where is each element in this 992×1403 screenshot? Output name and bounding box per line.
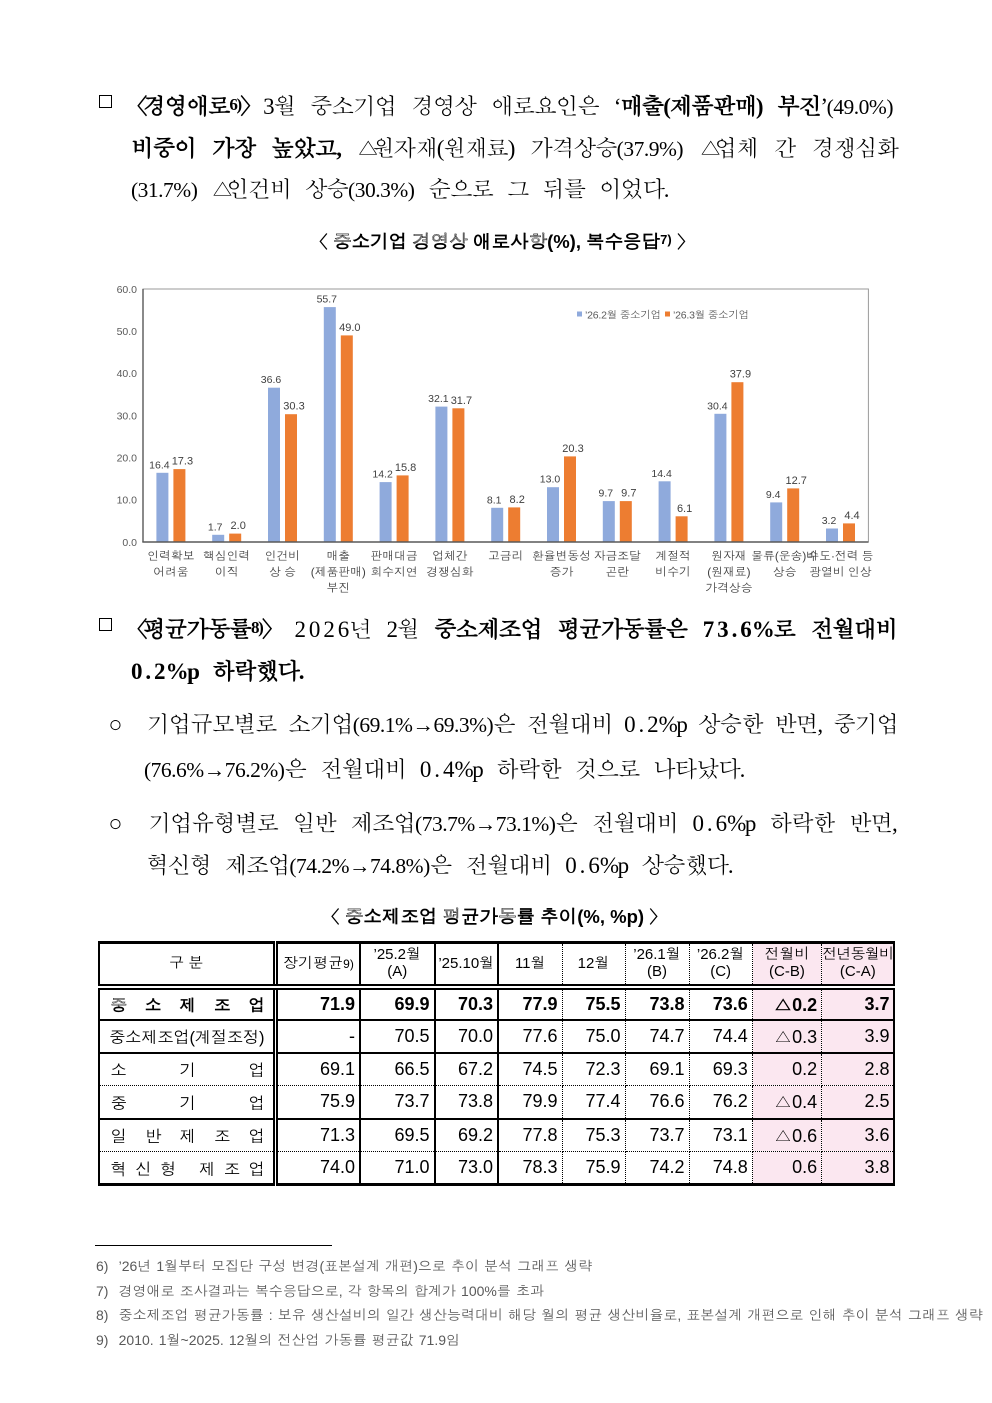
svg-text:0.0: 0.0 <box>122 537 137 549</box>
svg-text:자금조달: 자금조달 <box>594 549 641 563</box>
svg-text:’26.2월 중소기업: ’26.2월 중소기업 <box>585 310 661 322</box>
svg-text:55.7: 55.7 <box>317 294 338 306</box>
svg-text:10.0: 10.0 <box>117 495 138 507</box>
svg-text:곤란: 곤란 <box>606 565 630 579</box>
svg-text:(원재료): (원재료) <box>707 565 750 579</box>
svg-text:8.1: 8.1 <box>487 494 502 506</box>
svg-text:광열비 인상: 광열비 인상 <box>809 565 871 579</box>
svg-text:12.7: 12.7 <box>785 475 806 487</box>
svg-text:인력확보: 인력확보 <box>147 549 194 563</box>
svg-text:20.3: 20.3 <box>562 443 583 455</box>
svg-text:상승: 상승 <box>773 565 797 579</box>
svg-text:16.4: 16.4 <box>149 459 170 471</box>
svg-text:2.0: 2.0 <box>231 520 246 532</box>
svg-text:’26.3월 중소기업: ’26.3월 중소기업 <box>673 310 749 322</box>
svg-text:매출: 매출 <box>327 549 351 563</box>
svg-text:17.3: 17.3 <box>172 456 193 468</box>
svg-text:60.0: 60.0 <box>117 284 138 296</box>
svg-text:4.4: 4.4 <box>844 510 859 522</box>
svg-text:14.2: 14.2 <box>372 469 393 481</box>
svg-text:32.1: 32.1 <box>428 393 449 405</box>
svg-text:(제품판매): (제품판매) <box>311 565 366 579</box>
svg-text:경쟁심화: 경쟁심화 <box>426 565 473 579</box>
svg-text:비수기: 비수기 <box>655 565 690 579</box>
svg-text:36.6: 36.6 <box>261 374 282 386</box>
svg-text:핵심인력: 핵심인력 <box>203 549 250 563</box>
svg-text:환율변동성: 환율변동성 <box>532 549 591 563</box>
svg-text:이직: 이직 <box>215 565 239 579</box>
svg-text:원자재: 원자재 <box>711 549 746 563</box>
svg-text:13.0: 13.0 <box>540 474 561 486</box>
svg-text:계절적: 계절적 <box>655 549 690 563</box>
svg-text:업체간: 업체간 <box>432 549 468 563</box>
svg-text:어려움: 어려움 <box>153 565 188 579</box>
svg-text:1.7: 1.7 <box>208 521 223 533</box>
svg-text:31.7: 31.7 <box>451 395 472 407</box>
svg-text:6.1: 6.1 <box>677 503 692 515</box>
svg-text:49.0: 49.0 <box>339 322 360 334</box>
svg-text:40.0: 40.0 <box>117 368 138 380</box>
svg-text:인건비: 인건비 <box>265 549 300 563</box>
svg-text:증가: 증가 <box>550 565 574 579</box>
svg-text:상 승: 상 승 <box>269 565 296 579</box>
svg-text:50.0: 50.0 <box>117 326 138 338</box>
svg-text:9.7: 9.7 <box>598 488 613 500</box>
svg-text:판매대금: 판매대금 <box>371 549 418 563</box>
svg-text:8.2: 8.2 <box>510 494 525 506</box>
svg-text:가격상승: 가격상승 <box>705 581 752 595</box>
svg-text:고금리: 고금리 <box>488 549 523 563</box>
svg-text:15.8: 15.8 <box>395 462 416 474</box>
svg-text:30.3: 30.3 <box>283 401 304 413</box>
svg-text:30.0: 30.0 <box>117 410 138 422</box>
svg-text:부진: 부진 <box>327 581 351 595</box>
svg-text:3.2: 3.2 <box>822 515 837 527</box>
svg-text:회수지연: 회수지연 <box>371 565 418 579</box>
svg-text:물류(운송)비: 물류(운송)비 <box>751 549 818 563</box>
svg-text:30.4: 30.4 <box>707 400 728 412</box>
svg-text:20.0: 20.0 <box>117 453 138 465</box>
svg-text:9.4: 9.4 <box>766 489 781 501</box>
svg-text:37.9: 37.9 <box>730 369 751 381</box>
svg-text:수도·전력 등: 수도·전력 등 <box>807 549 873 563</box>
svg-text:14.4: 14.4 <box>651 468 672 480</box>
svg-text:9.7: 9.7 <box>621 488 636 500</box>
